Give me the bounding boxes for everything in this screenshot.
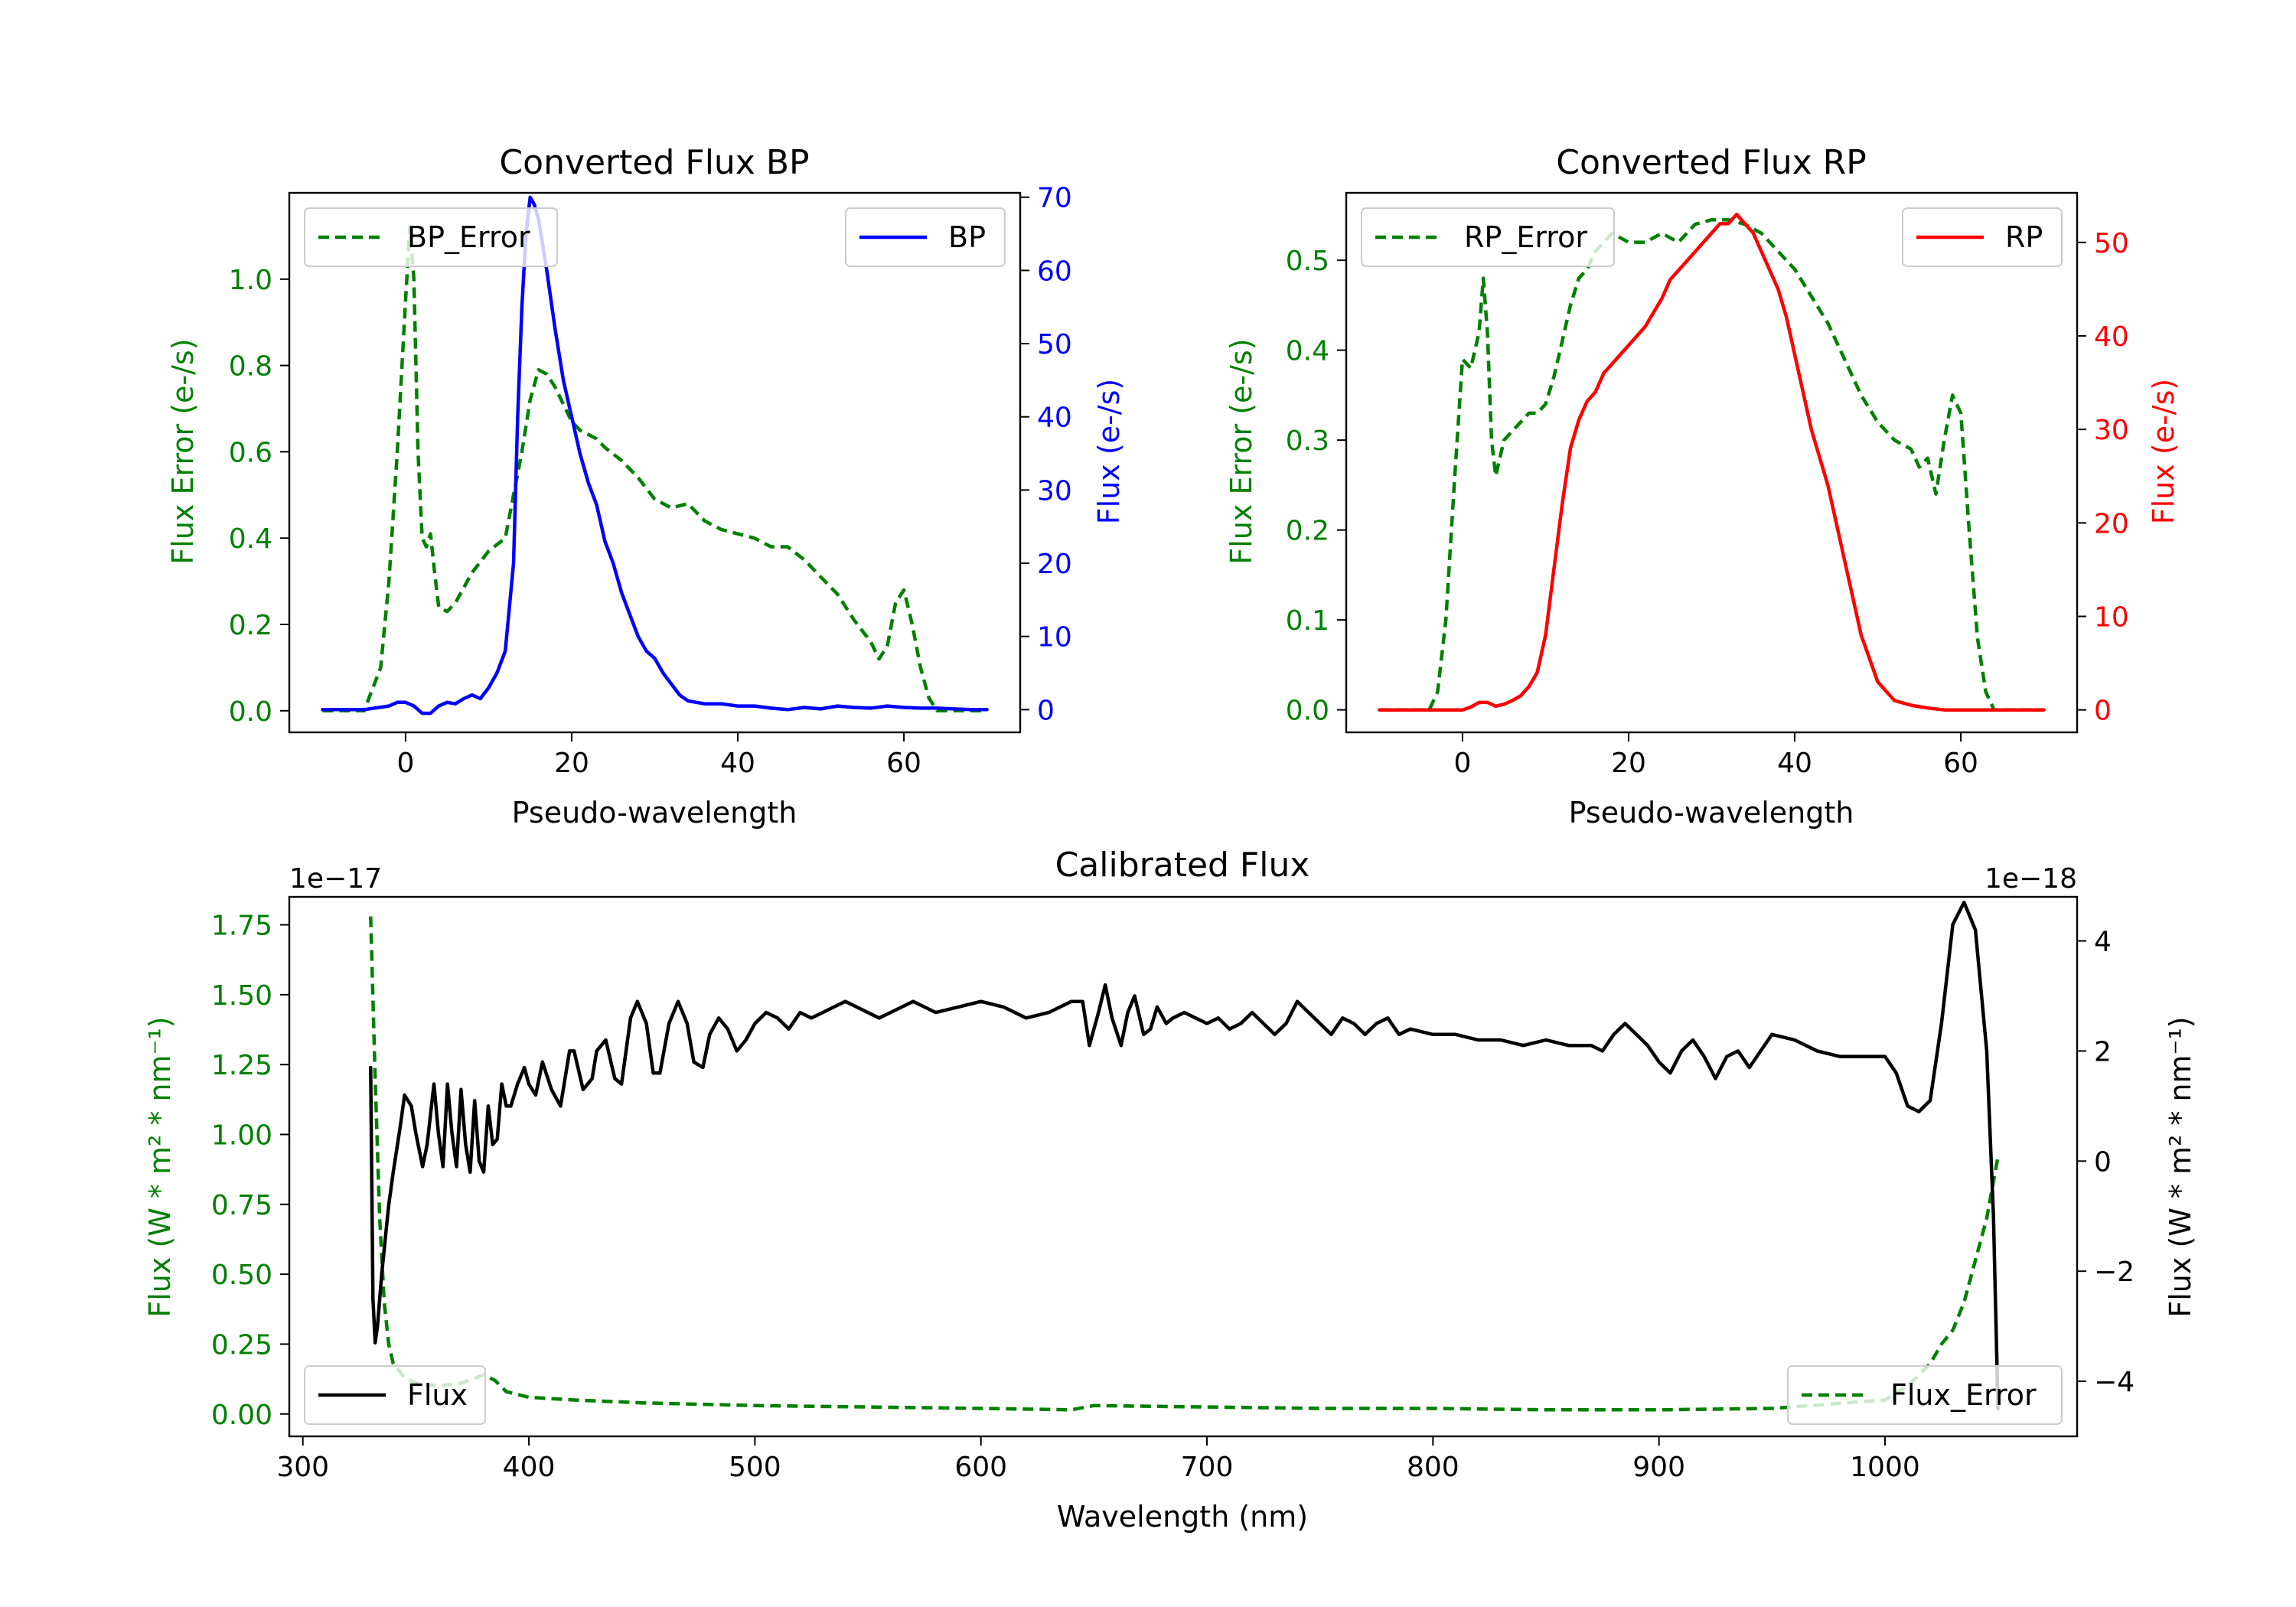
bp-error-legend-label: BP_Error — [407, 220, 530, 254]
cal-left-tick-label: 0.25 — [211, 1329, 272, 1361]
flux-error-legend-label: Flux_Error — [1890, 1378, 2037, 1412]
rp-error-legend-label: RP_Error — [1464, 220, 1587, 254]
rp-legend: RP — [1902, 207, 2063, 267]
cal-left-tick-label: 1.75 — [211, 911, 272, 942]
cal-left-tick-label: 0.75 — [211, 1190, 272, 1221]
bp-legend: BP — [845, 207, 1006, 267]
rp-right-tick-label: 10 — [2094, 601, 2129, 633]
cal-series-flux — [369, 900, 2000, 1411]
cal-x-tick-label: 700 — [1181, 1452, 1234, 1483]
bp-right-tick-label: 0 — [1037, 695, 1055, 726]
rp-x-tick-label: 20 — [1611, 748, 1646, 779]
bp-legend-label: BP — [948, 220, 986, 254]
rp-left-tick-label: 0.0 — [1286, 696, 1329, 727]
cal-x-tick-label: 900 — [1632, 1452, 1685, 1483]
bp-chart-title: Converted Flux BP — [499, 143, 809, 182]
cal-x-tick-label: 600 — [954, 1452, 1007, 1483]
bp-x-axis-label: Pseudo-wavelength — [512, 796, 797, 830]
bp-left-tick-label: 0.0 — [229, 696, 272, 728]
cal-right-tick-label: 2 — [2094, 1036, 2112, 1068]
cal-right-tick-label: 4 — [2094, 927, 2112, 958]
bp-right-tick-label: 70 — [1037, 183, 1072, 214]
bp-x-tick-label: 60 — [886, 748, 921, 779]
rp-plot-frame — [1345, 191, 2079, 734]
rp-legend-label: RP — [2005, 220, 2043, 254]
cal-right-tick-label: 0 — [2094, 1146, 2112, 1178]
bp-series-bp — [321, 195, 989, 715]
rp-right-tick-label: 40 — [2094, 321, 2129, 353]
bp-left-tick-label: 0.2 — [229, 610, 272, 641]
cal-x-tick-label: 400 — [503, 1452, 556, 1483]
flux-error-legend: Flux_Error — [1787, 1365, 2063, 1425]
bp-right-tick-label: 30 — [1037, 475, 1072, 507]
bp-series-bp-error — [322, 225, 987, 713]
cal-x-tick-label: 300 — [276, 1452, 329, 1483]
bp-x-tick-label: 0 — [396, 748, 414, 779]
rp-chart-title: Converted Flux RP — [1556, 143, 1867, 182]
bp-x-tick-label: 40 — [720, 748, 755, 779]
rp-series-rp — [1378, 212, 2046, 712]
bp-left-tick-label: 1.0 — [229, 265, 272, 296]
rp-left-tick-label: 0.2 — [1286, 516, 1329, 547]
calibrated-chart: Calibrated Flux Wavelength (nm) Flux (W … — [143, 846, 2197, 1534]
rp-x-tick-label: 60 — [1943, 748, 1978, 779]
bp-chart: Converted Flux BP Pseudo-wavelength Flux… — [166, 143, 1126, 830]
bp-x-tick-label: 20 — [554, 748, 589, 779]
bp-left-tick-label: 0.8 — [229, 351, 272, 383]
bp-left-axis-label: Flux Error (e-/s) — [166, 338, 200, 564]
rp-error-legend: RP_Error — [1361, 207, 1615, 267]
calibrated-x-axis-label: Wavelength (nm) — [1057, 1500, 1308, 1534]
cal-x-tick-label: 500 — [729, 1452, 781, 1483]
rp-x-tick-label: 0 — [1453, 748, 1471, 779]
cal-left-tick-label: 1.25 — [211, 1050, 272, 1081]
bp-right-tick-label: 60 — [1037, 256, 1072, 287]
calibrated-left-offset-label: 1e−17 — [289, 863, 382, 895]
rp-chart: Converted Flux RP Pseudo-wavelength Flux… — [1225, 143, 2180, 830]
cal-x-tick-label: 1000 — [1850, 1452, 1920, 1483]
cal-right-tick-label: −2 — [2094, 1257, 2135, 1288]
cal-left-tick-label: 1.50 — [211, 980, 272, 1012]
rp-left-tick-label: 0.1 — [1286, 605, 1329, 637]
rp-left-tick-label: 0.3 — [1286, 425, 1329, 457]
bp-right-tick-label: 40 — [1037, 403, 1072, 434]
calibrated-left-axis-label: Flux (W * m² * nm⁻¹) — [143, 1016, 177, 1317]
rp-x-tick-label: 40 — [1777, 748, 1812, 779]
bp-right-tick-label: 10 — [1037, 622, 1072, 654]
cal-left-tick-label: 0.00 — [211, 1400, 272, 1431]
rp-left-tick-label: 0.5 — [1286, 246, 1329, 277]
rp-left-axis-label: Flux Error (e-/s) — [1225, 338, 1258, 564]
bp-left-tick-label: 0.4 — [229, 523, 272, 555]
calibrated-right-axis-label: Flux (W * m² * nm⁻¹) — [2164, 1016, 2197, 1317]
bp-right-tick-label: 20 — [1037, 549, 1072, 580]
bp-plot-frame — [288, 191, 1022, 734]
rp-right-tick-label: 0 — [2094, 696, 2112, 727]
cal-right-tick-label: −4 — [2094, 1367, 2135, 1398]
rp-x-axis-label: Pseudo-wavelength — [1569, 796, 1854, 830]
cal-left-tick-label: 0.50 — [211, 1260, 272, 1291]
calibrated-plot-frame — [288, 895, 2079, 1438]
cal-left-tick-label: 1.00 — [211, 1120, 272, 1151]
rp-left-tick-label: 0.4 — [1286, 336, 1329, 367]
rp-right-tick-label: 50 — [2094, 228, 2129, 259]
rp-series-rp-error — [1379, 217, 2044, 712]
rp-right-tick-label: 30 — [2094, 415, 2129, 446]
flux-legend-label: Flux — [407, 1378, 468, 1412]
bp-right-axis-label: Flux (e-/s) — [1092, 379, 1126, 524]
bp-error-legend: BP_Error — [304, 207, 558, 267]
flux-legend: Flux — [304, 1365, 486, 1425]
calibrated-chart-title: Calibrated Flux — [1055, 846, 1310, 885]
bp-left-tick-label: 0.6 — [229, 437, 272, 468]
cal-x-tick-label: 800 — [1407, 1452, 1459, 1483]
calibrated-right-offset-label: 1e−18 — [1985, 863, 2077, 895]
rp-right-axis-label: Flux (e-/s) — [2147, 379, 2180, 524]
rp-right-tick-label: 20 — [2094, 508, 2129, 539]
bp-right-tick-label: 50 — [1037, 329, 1072, 360]
